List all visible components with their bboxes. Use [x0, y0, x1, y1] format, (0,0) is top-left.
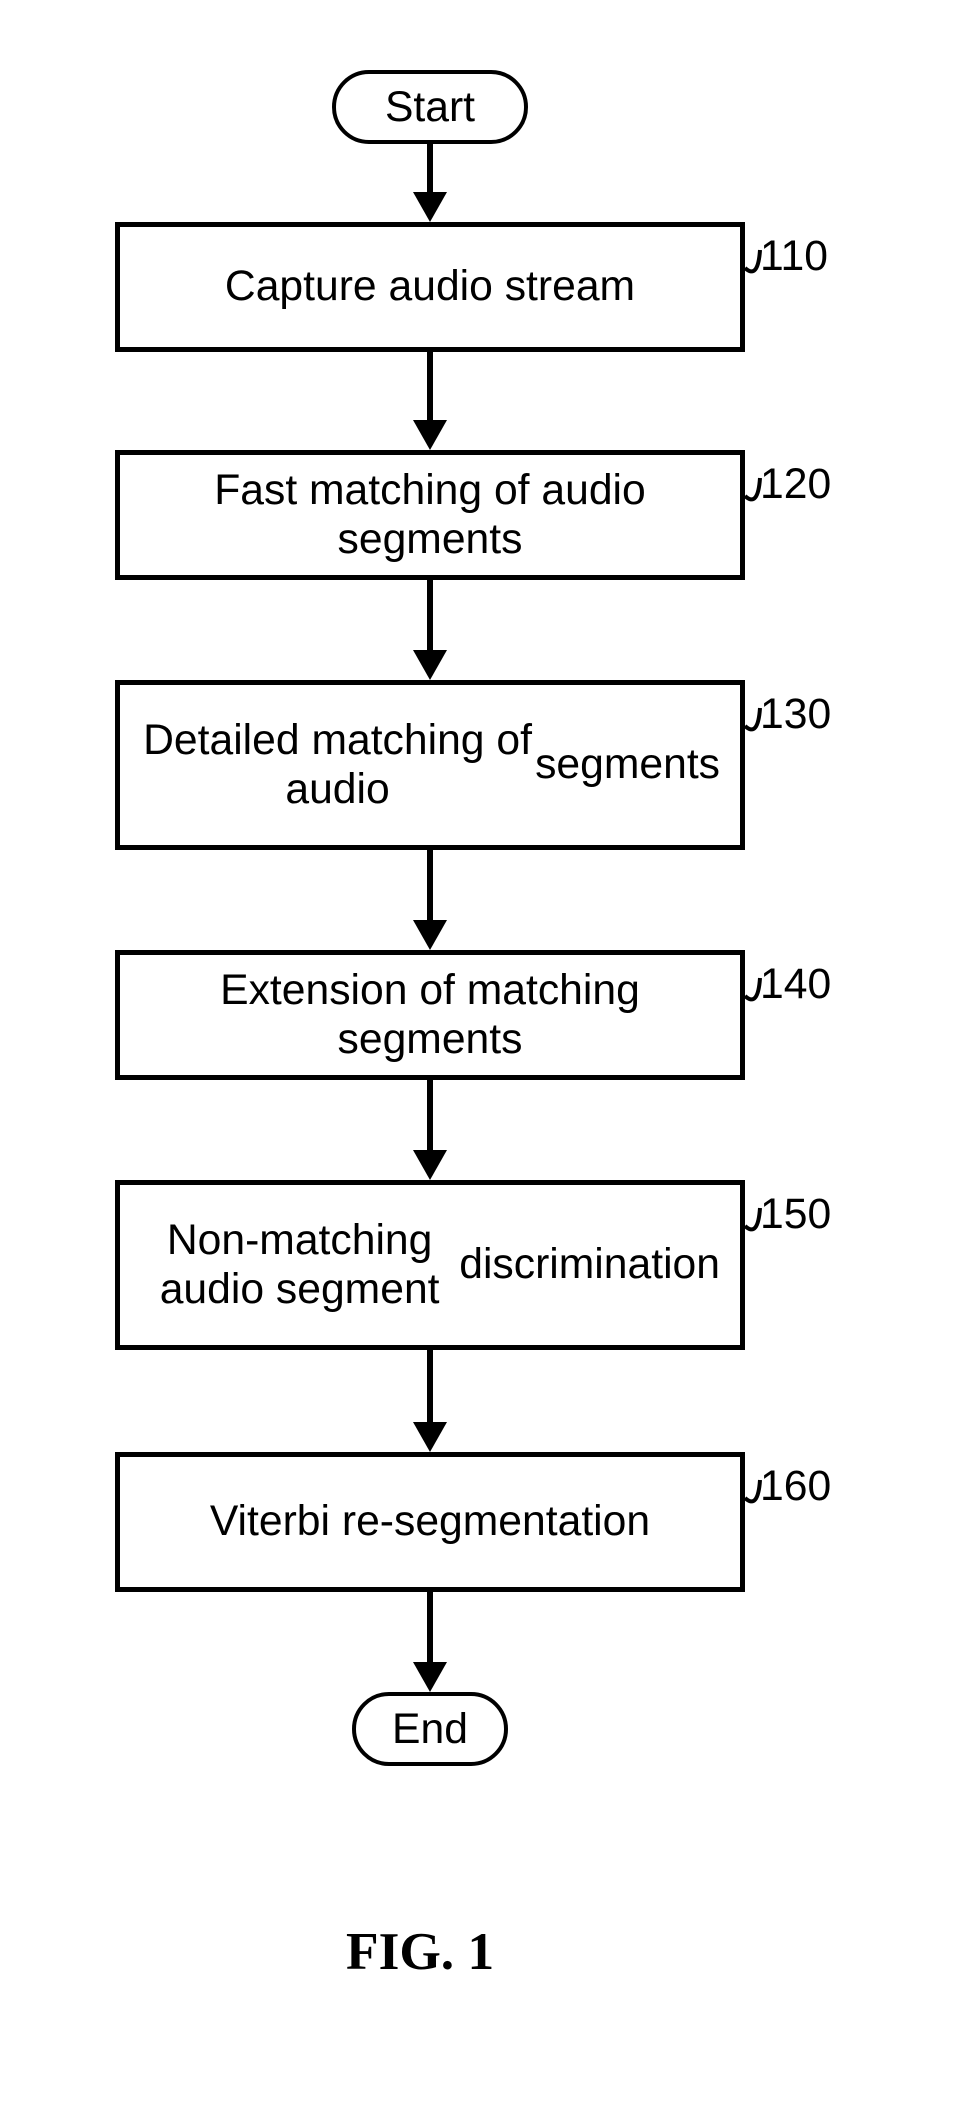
- ref-120: 120: [760, 460, 831, 509]
- arrow-2-line: [427, 580, 433, 654]
- arrow-1-head: [413, 420, 447, 450]
- step-150: Non-matching audio segmentdiscrimination: [115, 1180, 745, 1350]
- arrow-5-line: [427, 1350, 433, 1426]
- flowchart-canvas: Start End Capture audio stream 110 Fast matc…: [0, 0, 974, 2127]
- arrow-6-head: [413, 1662, 447, 1692]
- arrow-6-line: [427, 1592, 433, 1666]
- figure-caption: FIG. 1: [346, 1920, 494, 1982]
- ref-150: 150: [760, 1190, 831, 1239]
- arrow-3-head: [413, 920, 447, 950]
- arrow-2-head: [413, 650, 447, 680]
- arrow-0-head: [413, 192, 447, 222]
- arrow-5-head: [413, 1422, 447, 1452]
- arrow-4-head: [413, 1150, 447, 1180]
- step-120: Fast matching of audio segments: [115, 450, 745, 580]
- end-terminator: End: [352, 1692, 508, 1766]
- ref-130: 130: [760, 690, 831, 739]
- step-110: Capture audio stream: [115, 222, 745, 352]
- arrow-4-line: [427, 1080, 433, 1154]
- arrow-3-line: [427, 850, 433, 924]
- arrow-0-line: [427, 144, 433, 196]
- arrow-1-line: [427, 352, 433, 424]
- step-130: Detailed matching of audiosegments: [115, 680, 745, 850]
- ref-160: 160: [760, 1462, 831, 1511]
- step-160: Viterbi re-segmentation: [115, 1452, 745, 1592]
- step-140: Extension of matching segments: [115, 950, 745, 1080]
- start-terminator: Start: [332, 70, 528, 144]
- ref-110: 110: [760, 232, 828, 281]
- ref-140: 140: [760, 960, 831, 1009]
